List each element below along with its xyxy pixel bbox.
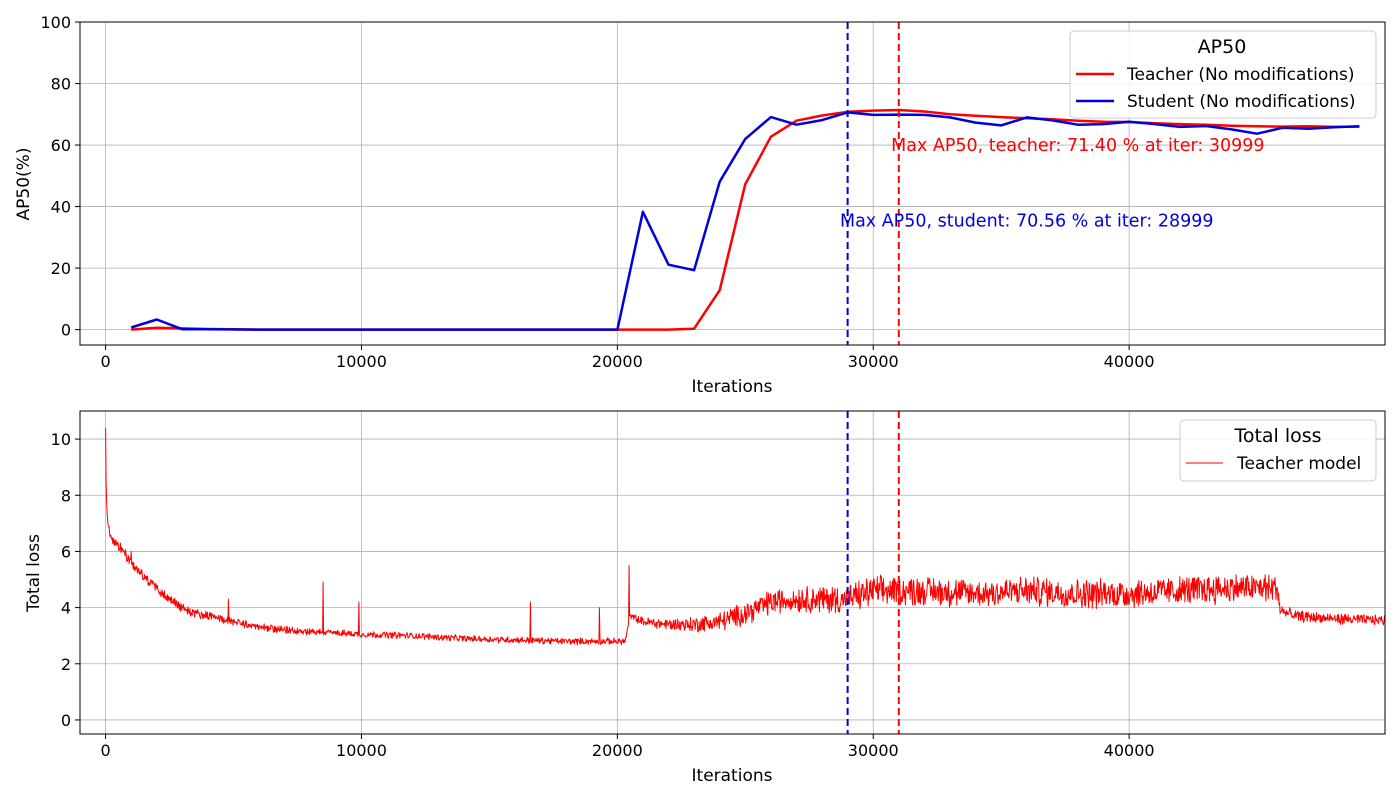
y-tick-label-8: 8	[61, 486, 71, 505]
y-ticks: 0 20 40 60 80 100	[40, 13, 80, 340]
x-axis-label: Iterations	[692, 377, 773, 397]
legend-box	[1069, 30, 1377, 119]
x-tick-label-40000: 40000	[1104, 741, 1155, 760]
ap50-chart: 0 10000 20000 30000 40000 0 20 40 60 80 100 Itera…	[14, 13, 1386, 397]
x-ticks: 0 10000 20000 30000 40000	[100, 734, 1155, 760]
x-axis-label: Iterations	[692, 766, 773, 786]
x-tick-label-40000: 40000	[1104, 352, 1155, 371]
legend: Total loss Teacher model	[1179, 419, 1377, 482]
y-axis-label: AP50(%)	[14, 148, 34, 221]
legend-title: Total loss	[1233, 425, 1321, 447]
x-tick-label-0: 0	[100, 352, 110, 371]
x-tick-label-20000: 20000	[592, 352, 643, 371]
y-tick-label-4: 4	[61, 599, 71, 618]
legend-label-teacher: Teacher (No modifications)	[1126, 65, 1355, 85]
legend: AP50 Teacher (No modifications) Student …	[1069, 30, 1377, 119]
x-tick-label-30000: 30000	[848, 352, 899, 371]
y-tick-label-100: 100	[40, 13, 71, 32]
y-tick-label-0: 0	[61, 711, 71, 730]
legend-title: AP50	[1198, 36, 1247, 58]
y-tick-label-0: 0	[61, 321, 71, 340]
grid-lines	[80, 411, 1385, 734]
annotation-student-max: Max AP50, student: 70.56 % at iter: 2899…	[840, 212, 1214, 232]
x-ticks: 0 10000 20000 30000 40000	[100, 345, 1155, 371]
y-axis-label: Total loss	[24, 534, 44, 613]
y-tick-label-20: 20	[51, 259, 71, 278]
y-tick-label-60: 60	[51, 136, 71, 155]
series-group	[105, 427, 1386, 646]
annotation-teacher-max: Max AP50, teacher: 71.40 % at iter: 3099…	[891, 136, 1264, 156]
x-tick-label-10000: 10000	[336, 741, 387, 760]
series-line-teacher-model	[105, 427, 1386, 646]
x-tick-label-30000: 30000	[848, 741, 899, 760]
x-tick-label-20000: 20000	[592, 741, 643, 760]
x-tick-label-10000: 10000	[336, 352, 387, 371]
y-ticks: 0 2 4 6 8 10	[51, 430, 80, 730]
vertical-markers	[846, 411, 900, 734]
total-loss-chart: 0 10000 20000 30000 40000 0 2 4 6 8 10 Iterations…	[24, 410, 1386, 786]
legend-label-teacher-model: Teacher model	[1236, 454, 1361, 474]
plot-frame	[79, 21, 1386, 346]
y-tick-label-6: 6	[61, 542, 71, 561]
y-tick-label-80: 80	[51, 75, 71, 94]
plot-frame	[79, 410, 1386, 735]
y-tick-label-2: 2	[61, 655, 71, 674]
x-tick-label-0: 0	[100, 741, 110, 760]
annotations: Max AP50, teacher: 71.40 % at iter: 3099…	[840, 136, 1265, 231]
vertical-markers	[846, 22, 900, 345]
plot-area	[80, 411, 1385, 734]
legend-box	[1179, 419, 1377, 482]
y-tick-label-10: 10	[51, 430, 71, 449]
y-tick-label-40: 40	[51, 198, 71, 217]
legend-label-student: Student (No modifications)	[1127, 92, 1355, 112]
